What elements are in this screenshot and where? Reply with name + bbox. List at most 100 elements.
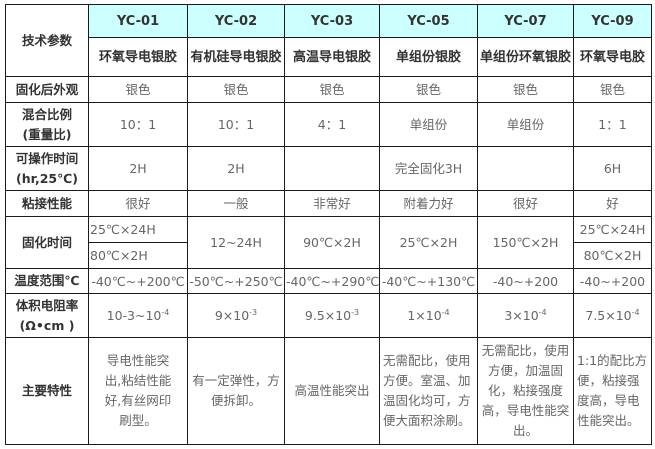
- cell: 银色: [379, 76, 478, 103]
- cell: 一般: [187, 190, 285, 217]
- cell: -40℃~+130℃: [379, 268, 478, 294]
- cell: 导电性能突出,粘结性能好,有丝网印刷型。: [88, 337, 188, 445]
- cell: 2H: [88, 146, 188, 191]
- cell: 10：1: [187, 102, 285, 147]
- cell: -40~+200: [573, 268, 652, 294]
- model-yc02: YC-02: [187, 4, 285, 38]
- cell: 好: [573, 190, 652, 217]
- model-yc07: YC-07: [477, 4, 574, 38]
- cell: 无需配比，使用方便，加温固化，粘接强度高，导电性能突出。: [477, 337, 574, 445]
- cell: -50℃~+250℃: [187, 268, 285, 294]
- exponent: -3: [351, 307, 360, 317]
- cell: 有一定弹性，方便拆卸。: [187, 337, 285, 445]
- cell: 完全固化3H: [379, 146, 478, 191]
- cell: 7.5×10-4: [573, 293, 652, 338]
- cell: 25℃×24H: [573, 216, 652, 243]
- label-line: (Ω•cm ): [19, 317, 75, 333]
- name-yc02: 有机硅导电银胶: [187, 37, 285, 77]
- features-row: 主要特性 导电性能突出,粘结性能好,有丝网印刷型。 有一定弹性，方便拆卸。 高温…: [5, 337, 652, 445]
- label-line: 体积电阻率: [15, 297, 79, 313]
- model-row: 技术参数 YC-01 YC-02 YC-03 YC-05 YC-07 YC-09: [5, 4, 652, 77]
- name-yc07: 单组份环氧银胶: [477, 37, 574, 77]
- header-label: 技术参数: [5, 4, 89, 77]
- resistivity-row: 体积电阻率 (Ω•cm ) 10-3~10-4 9×10-3 9.5×10-3 1…: [5, 293, 652, 338]
- name-yc01: 环氧导电银胶: [88, 37, 188, 77]
- label-line: (hr,25℃): [16, 170, 78, 186]
- cell: 4：1: [284, 102, 380, 147]
- features-label: 主要特性: [5, 337, 89, 445]
- value: 3×10: [504, 308, 539, 323]
- cell: 25℃×24H: [88, 216, 188, 243]
- cell: 银色: [187, 76, 285, 103]
- cell: 高温性能突出: [284, 337, 380, 445]
- mix-ratio-label: 混合比例 (重量比): [5, 102, 89, 147]
- appearance-label: 固化后外观: [5, 76, 89, 103]
- model-yc09: YC-09: [573, 4, 652, 38]
- cell: 9×10-3: [187, 293, 285, 338]
- cell: 12~24H: [187, 216, 285, 269]
- cell: [284, 146, 380, 191]
- cure-time-label: 固化时间: [5, 216, 89, 269]
- exponent: -4: [161, 307, 170, 317]
- label-line: 可操作时间: [15, 150, 79, 166]
- cell: 10-3~10-4: [88, 293, 188, 338]
- cell: 10：1: [88, 102, 188, 147]
- exponent: -4: [631, 307, 640, 317]
- label-line: (重量比): [22, 126, 72, 142]
- model-yc01: YC-01: [88, 4, 188, 38]
- name-yc03: 高温导电银胶: [284, 37, 380, 77]
- exponent: -4: [538, 307, 547, 317]
- cure-time-row: 固化时间 25℃×24H 12~24H 90℃×2H 25℃×2H 150℃×2…: [5, 216, 652, 269]
- cell: 很好: [477, 190, 574, 217]
- cell: 1：1: [573, 102, 652, 147]
- cell: 25℃×2H: [379, 216, 478, 269]
- cell: 2H: [187, 146, 285, 191]
- cell: 银色: [573, 76, 652, 103]
- name-yc09: 环氧导电胶: [573, 37, 652, 77]
- cell: 90℃×2H: [284, 216, 380, 269]
- cell: 附着力好: [379, 190, 478, 217]
- cure-time-row-2: 80℃×2H 80℃×2H: [6, 242, 652, 269]
- appearance-row: 固化后外观 银色 银色 银色 银色 银色 银色: [5, 76, 652, 103]
- cell: 1:1的配比方便，粘接强度高，导电性能突出。: [573, 337, 652, 445]
- label-line: 混合比例: [21, 106, 72, 122]
- exponent: -4: [441, 307, 450, 317]
- cell: 6H: [573, 146, 652, 191]
- cell: 很好: [88, 190, 188, 217]
- cell: 1×10-4: [379, 293, 478, 338]
- cell: 80℃×2H: [573, 242, 652, 269]
- model-yc03: YC-03: [284, 4, 380, 38]
- working-time-row: 可操作时间 (hr,25℃) 2H 2H 完全固化3H 6H: [5, 146, 652, 191]
- value: 9.5×10: [304, 308, 352, 323]
- cell: 150℃×2H: [477, 216, 574, 269]
- cell: 单组份: [477, 102, 574, 147]
- value: 9×10: [214, 308, 250, 323]
- value: 1×10: [407, 308, 442, 323]
- spec-table: 技术参数 YC-01 YC-02 YC-03 YC-05 YC-07 YC-09…: [5, 4, 652, 445]
- cell: 银色: [88, 76, 188, 103]
- value: 10-3~10: [106, 308, 162, 323]
- cell: 3×10-4: [477, 293, 574, 338]
- adhesion-row: 粘接性能 很好 一般 非常好 附着力好 很好 好: [5, 190, 652, 217]
- name-row: 环氧导电银胶 有机硅导电银胶 高温导电银胶 单组份银胶 单组份环氧银胶 环氧导电…: [6, 37, 652, 77]
- cell: -40℃~+290℃: [284, 268, 380, 294]
- cell: 80℃×2H: [88, 242, 188, 269]
- cell: -40℃~+200℃: [88, 268, 188, 294]
- mix-ratio-row: 混合比例 (重量比) 10：1 10：1 4：1 单组份 单组份 1：1: [5, 102, 652, 147]
- cell: 非常好: [284, 190, 380, 217]
- temp-range-row: 温度范围℃ -40℃~+200℃ -50℃~+250℃ -40℃~+290℃ -…: [5, 268, 652, 294]
- cell: [477, 146, 574, 191]
- value: 7.5×10: [585, 308, 632, 323]
- name-yc05: 单组份银胶: [379, 37, 478, 77]
- cell: 9.5×10-3: [284, 293, 380, 338]
- temp-range-label: 温度范围℃: [5, 268, 89, 294]
- cell: 银色: [284, 76, 380, 103]
- model-yc05: YC-05: [379, 4, 478, 38]
- cell: 无需配比，使用方便。室温、加温固化均可，方便大面积涂刷。: [379, 337, 478, 445]
- adhesion-label: 粘接性能: [5, 190, 89, 217]
- cell: -40~+200: [477, 268, 574, 294]
- cell: 单组份: [379, 102, 478, 147]
- cell: 银色: [477, 76, 574, 103]
- exponent: -3: [249, 307, 258, 317]
- resistivity-label: 体积电阻率 (Ω•cm ): [5, 293, 89, 338]
